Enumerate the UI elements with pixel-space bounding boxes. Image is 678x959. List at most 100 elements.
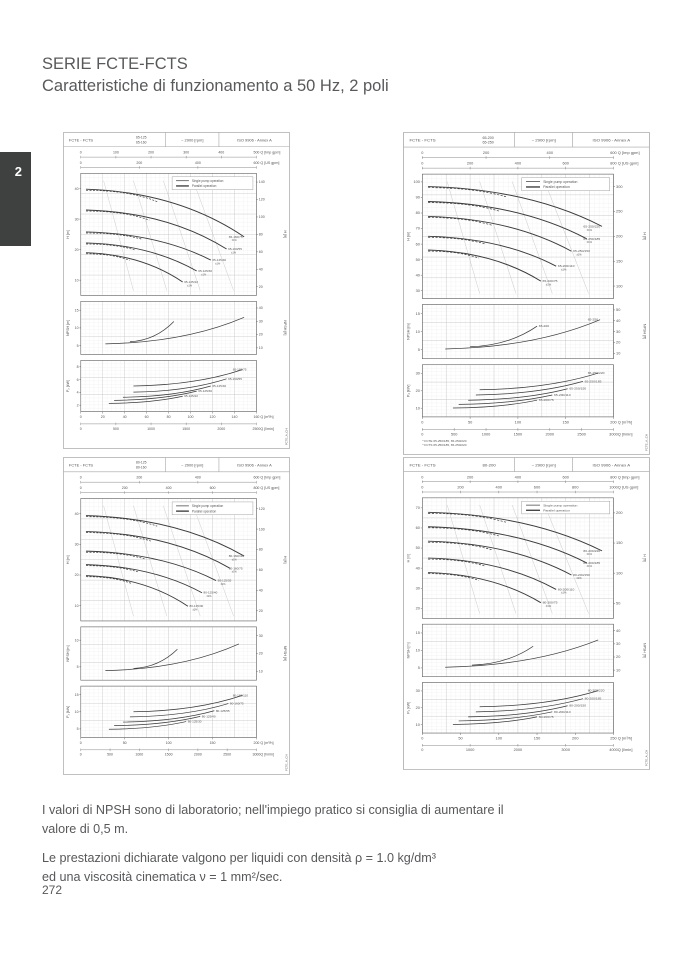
svg-text:200: 200 (253, 741, 259, 745)
svg-text:100: 100 (616, 284, 622, 288)
svg-text:2500: 2500 (253, 427, 261, 431)
svg-text:400: 400 (218, 151, 224, 155)
svg-text:150: 150 (534, 737, 540, 741)
svg-text:65-200: 65-200 (539, 324, 550, 328)
svg-text:10: 10 (75, 278, 79, 282)
svg-text:10: 10 (416, 649, 420, 653)
svg-text:65-250/220: 65-250/220 (583, 224, 600, 228)
svg-text:80-160/110: 80-160/110 (229, 554, 244, 558)
svg-text:NPSH [m]: NPSH [m] (406, 323, 410, 339)
svg-text:20: 20 (616, 341, 620, 345)
svg-text:±1%: ±1% (232, 239, 238, 242)
svg-text:H [ft]: H [ft] (643, 232, 647, 240)
svg-text:4: 4 (77, 391, 79, 395)
page-title: SERIE FCTE-FCTS (42, 55, 188, 73)
svg-text:50: 50 (416, 258, 420, 262)
svg-text:Parallel operation: Parallel operation (192, 509, 217, 513)
svg-text:1000: 1000 (466, 748, 475, 752)
svg-text:100: 100 (515, 421, 521, 425)
svg-text:10: 10 (75, 604, 79, 608)
svg-text:H [m]: H [m] (406, 232, 410, 241)
svg-text:±1%: ±1% (576, 576, 582, 580)
svg-text:600: 600 (610, 151, 616, 155)
svg-text:20: 20 (416, 389, 420, 393)
svg-text:80-200/110: 80-200/110 (554, 710, 571, 714)
svg-text:80-125/40: 80-125/40 (204, 591, 218, 595)
svg-text:±1%: ±1% (232, 571, 238, 574)
svg-text:Q [l/min]: Q [l/min] (260, 753, 274, 757)
svg-text:40: 40 (416, 274, 420, 278)
svg-text:20: 20 (259, 333, 263, 337)
svg-text:1500: 1500 (514, 433, 523, 437)
svg-text:400: 400 (166, 486, 172, 490)
svg-text:10: 10 (75, 326, 79, 330)
svg-text:65-200/75: 65-200/75 (543, 279, 558, 283)
svg-text:500: 500 (113, 427, 119, 431)
svg-text:80-200/75: 80-200/75 (543, 601, 558, 605)
svg-text:80-125/55: 80-125/55 (218, 579, 232, 583)
svg-text:120: 120 (259, 507, 265, 511)
svg-text:Q [Imp gpm]: Q [Imp gpm] (260, 151, 280, 155)
svg-text:150: 150 (210, 741, 216, 745)
svg-text:±1%: ±1% (561, 268, 567, 272)
svg-text:120: 120 (259, 198, 265, 202)
svg-text:FCTE_A_CH: FCTE_A_CH (285, 754, 289, 771)
svg-text:10: 10 (75, 638, 79, 642)
svg-text:40: 40 (616, 629, 620, 633)
svg-text:65-125/22: 65-125/22 (184, 394, 198, 398)
svg-text:0: 0 (421, 421, 423, 425)
svg-text:80-200/150: 80-200/150 (569, 704, 586, 708)
svg-text:400: 400 (496, 486, 502, 490)
svg-text:1000: 1000 (147, 427, 155, 431)
svg-text:50: 50 (616, 308, 620, 312)
svg-text:Q [Imp gpm]: Q [Imp gpm] (618, 151, 640, 155)
svg-text:80-125/30: 80-125/30 (190, 604, 204, 608)
svg-text:±1%: ±1% (546, 283, 552, 287)
svg-text:100: 100 (496, 737, 502, 741)
svg-text:65-125/40: 65-125/40 (212, 384, 226, 388)
svg-text:H [ft]: H [ft] (643, 554, 647, 562)
svg-text:2000: 2000 (217, 427, 225, 431)
svg-text:40: 40 (259, 267, 263, 271)
svg-text:6: 6 (77, 378, 79, 382)
svg-text:65-200: 65-200 (482, 136, 493, 140)
svg-text:80: 80 (167, 415, 171, 419)
svg-text:80-200/75: 80-200/75 (539, 715, 554, 719)
svg-text:80: 80 (259, 548, 263, 552)
svg-text:0: 0 (80, 151, 82, 155)
svg-text:80-200: 80-200 (482, 463, 496, 468)
svg-text:100: 100 (188, 415, 194, 419)
svg-text:60: 60 (145, 415, 149, 419)
svg-text:5: 5 (77, 727, 79, 731)
svg-text:~ 2900 [rpm]: ~ 2900 [rpm] (181, 137, 203, 142)
chart-fcte-fcts-65-125-65-160: FCTE - FCTS 65-125 65-160 ~ 2900 [rpm] ISO 9… (63, 132, 290, 449)
page-number: 272 (42, 883, 63, 897)
svg-text:±1%: ±1% (561, 591, 567, 595)
svg-text:5: 5 (418, 666, 420, 670)
svg-text:65-160/75: 65-160/75 (233, 368, 247, 372)
svg-text:80-125: 80-125 (136, 461, 147, 465)
svg-text:65-160/55: 65-160/55 (228, 247, 242, 251)
svg-text:±1%: ±1% (215, 262, 221, 265)
svg-text:* FCTS 65-250/185, 65-250/220: * FCTS 65-250/185, 65-250/220 (422, 443, 466, 447)
svg-text:Single pump operation: Single pump operation (543, 180, 577, 184)
svg-text:600: 600 (562, 162, 568, 166)
svg-text:60: 60 (416, 526, 420, 530)
svg-text:80-200/220: 80-200/220 (588, 689, 605, 693)
svg-text:80-200/185: 80-200/185 (583, 561, 600, 565)
svg-text:0: 0 (80, 161, 82, 165)
svg-text:40: 40 (123, 415, 127, 419)
svg-text:4000: 4000 (609, 748, 618, 752)
svg-text:65-160/75: 65-160/75 (229, 235, 243, 239)
svg-text:5: 5 (77, 344, 79, 348)
svg-text:15: 15 (416, 312, 420, 316)
svg-text:0: 0 (80, 741, 82, 745)
svg-text:Q [Imp gpm]: Q [Imp gpm] (260, 476, 280, 480)
svg-text:ISO 9906 - Annex A: ISO 9906 - Annex A (593, 463, 631, 468)
svg-text:20: 20 (416, 706, 420, 710)
svg-text:0: 0 (80, 753, 82, 757)
svg-text:H [m]: H [m] (66, 230, 70, 239)
svg-text:150: 150 (616, 541, 622, 545)
svg-text:20: 20 (259, 652, 263, 656)
svg-text:150: 150 (616, 260, 622, 264)
